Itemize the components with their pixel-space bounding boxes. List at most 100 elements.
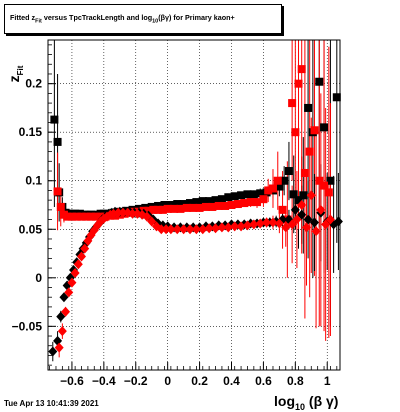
data-point-diamond <box>249 219 259 230</box>
data-point-diamond <box>48 346 58 357</box>
data-point-square <box>186 199 195 208</box>
data-point-diamond <box>311 226 321 237</box>
plot-frame <box>47 39 341 371</box>
axis-ticks: −0.6 −0.4 −0.2 0 0.2 0.4 0.6 0.8 1 −0.05 0 0.05 0.1 0… <box>12 44 338 388</box>
data-point-square <box>299 191 308 200</box>
data-point-diamond <box>325 214 335 225</box>
data-point-diamond <box>57 326 67 337</box>
data-point-square <box>149 205 158 214</box>
data-point-square <box>170 204 179 213</box>
data-point-diamond <box>179 224 189 235</box>
x-axis-label-rest: (β γ) <box>305 393 338 409</box>
data-point-square <box>233 200 242 209</box>
x-tick-label: 0 <box>164 374 171 388</box>
data-point-square <box>208 202 217 211</box>
x-tick-label: −0.2 <box>124 374 148 388</box>
data-point-square <box>192 198 201 207</box>
data-point-square <box>324 188 333 197</box>
data-point-diamond <box>316 204 326 215</box>
data-point-diamond <box>118 207 128 218</box>
data-point-diamond <box>292 214 302 225</box>
data-point-square <box>259 195 268 204</box>
x-tick-label: −0.6 <box>60 374 84 388</box>
data-point-diamond <box>56 311 66 322</box>
data-point-diamond <box>73 259 83 270</box>
chart-title-box: Fitted zFit versus TpcTrackLength and lo… <box>4 4 282 34</box>
data-point-square <box>249 190 258 199</box>
x-tick-label: 0.6 <box>255 374 272 388</box>
data-point-square <box>300 168 309 177</box>
x-axis-label-main: log <box>274 393 295 409</box>
data-point-square <box>256 189 265 198</box>
data-point-square <box>294 196 303 205</box>
data-point-diamond <box>268 217 278 228</box>
y-tick-label: 0.1 <box>25 174 42 188</box>
y-tick-label: 0.05 <box>19 222 43 236</box>
y-tick-label: 0.15 <box>19 125 43 139</box>
data-point-square <box>211 196 220 205</box>
data-point-diamond <box>287 219 297 230</box>
data-point-diamond <box>223 222 233 233</box>
data-point-square <box>176 204 185 213</box>
data-point-diamond <box>211 223 221 234</box>
data-point-diamond <box>306 190 316 201</box>
data-point-diamond <box>54 342 64 353</box>
data-point-diamond <box>128 208 138 219</box>
data-point-square <box>268 184 277 193</box>
data-point-square <box>227 201 236 209</box>
markers <box>48 65 343 357</box>
y-tick-label: 0.2 <box>25 77 42 91</box>
data-point-diamond <box>70 267 80 278</box>
data-point-square <box>243 190 252 199</box>
y-tick-label: 0 <box>35 271 42 285</box>
data-point-square <box>291 128 300 137</box>
data-point-square <box>182 203 191 212</box>
data-point-square <box>63 212 72 221</box>
x-tick-label: −0.4 <box>92 374 116 388</box>
data-point-square <box>214 201 223 210</box>
data-point-square <box>273 176 282 185</box>
data-point-diamond <box>255 218 265 229</box>
data-point-square <box>237 191 246 200</box>
data-point-square <box>82 212 91 221</box>
data-point-diamond <box>297 200 307 210</box>
data-point-square <box>297 65 306 74</box>
data-point-square <box>158 205 167 214</box>
data-point-diamond <box>333 216 343 227</box>
data-point-square <box>154 205 163 214</box>
x-tick-label: 0.4 <box>223 374 240 388</box>
data-point-square <box>304 103 313 112</box>
data-point-square <box>310 126 319 135</box>
data-point-square <box>91 212 100 221</box>
data-point-square <box>289 190 298 199</box>
data-point-diamond <box>301 222 311 233</box>
data-point-diamond <box>172 224 182 235</box>
x-tick-label: 0.8 <box>287 374 304 388</box>
data-point-square <box>305 147 314 156</box>
data-point-square <box>332 93 341 102</box>
data-point-square <box>264 186 273 195</box>
data-point-square <box>315 77 324 86</box>
data-point-diamond <box>59 292 69 303</box>
data-point-square <box>56 202 65 211</box>
data-point-diamond <box>242 220 252 231</box>
data-point-square <box>50 115 59 124</box>
data-point-diamond <box>230 221 240 232</box>
data-point-square <box>240 199 249 208</box>
data-point-diamond <box>113 207 123 218</box>
data-point-diamond <box>166 224 176 235</box>
data-point-square <box>195 203 204 212</box>
data-point-square <box>320 123 329 132</box>
data-point-diamond <box>156 224 166 235</box>
x-tick-label: 1 <box>324 374 331 388</box>
data-point-diamond <box>281 222 291 233</box>
data-point-diamond <box>236 221 246 232</box>
data-point-diamond <box>274 218 284 229</box>
data-point-square <box>253 198 262 207</box>
data-point-diamond <box>198 224 208 235</box>
data-point-square <box>205 197 214 206</box>
data-point-diamond <box>290 204 300 215</box>
data-point-diamond <box>185 224 195 235</box>
x-axis-label-sub: 10 <box>295 402 305 412</box>
